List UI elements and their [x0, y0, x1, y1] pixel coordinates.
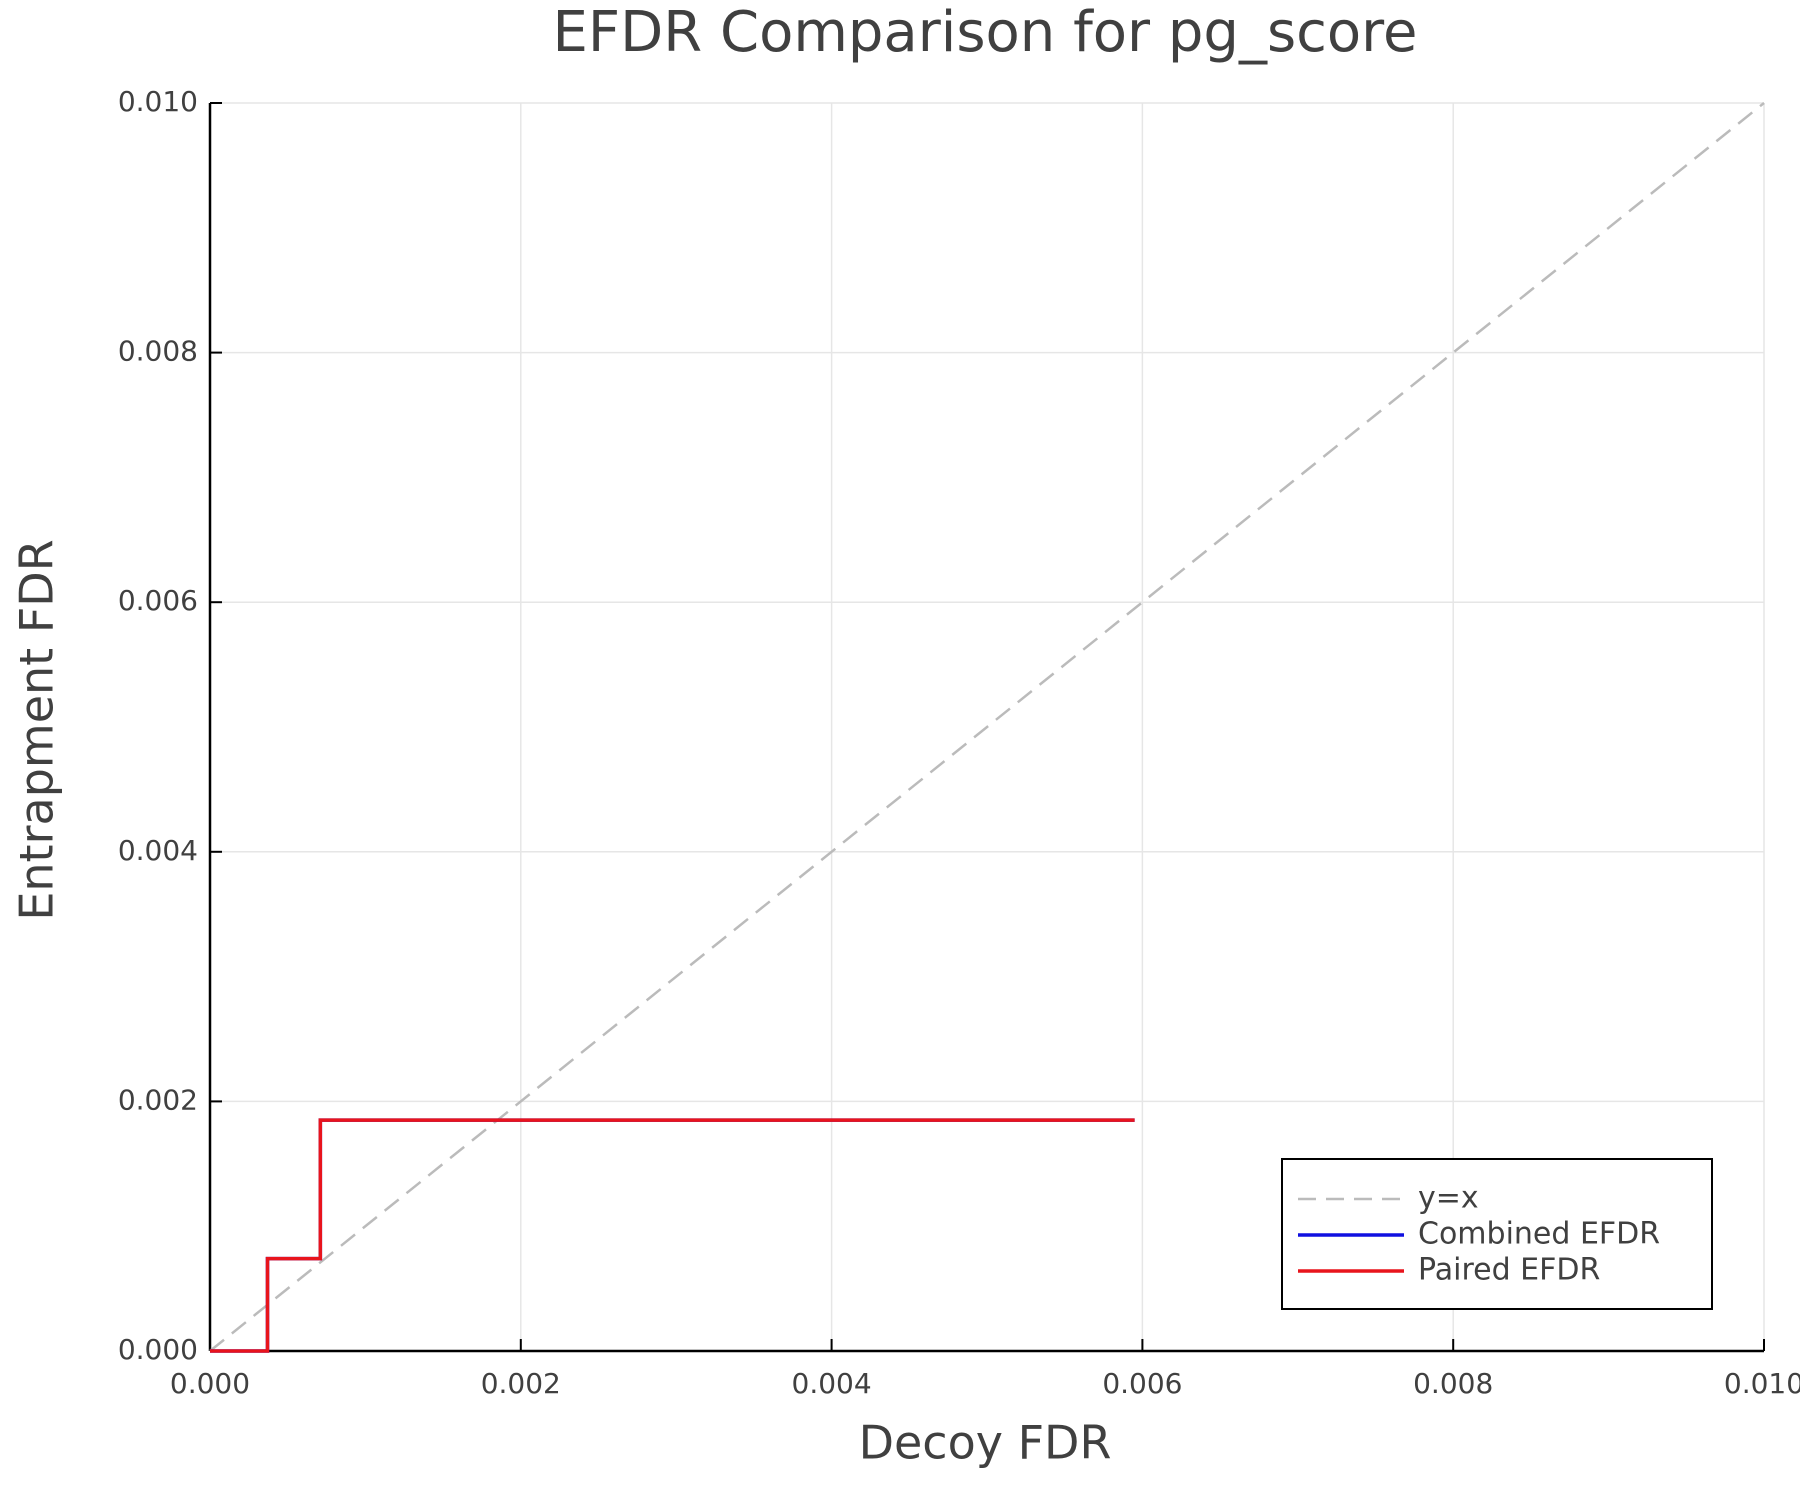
- x-axis-label: Decoy FDR: [859, 1416, 1112, 1470]
- x-tick-label: 0.010: [1724, 1367, 1800, 1400]
- y-axis-label: Entrapment FDR: [10, 539, 64, 920]
- y-tick-label: 0.002: [118, 1083, 198, 1116]
- series-line: [210, 1118, 1135, 1353]
- x-tick-label: 0.000: [170, 1367, 250, 1400]
- x-tick-label: 0.002: [481, 1367, 561, 1400]
- series-line: [209, 102, 1765, 1352]
- chart-title: EFDR Comparison for pg_score: [553, 0, 1418, 65]
- y-tick-label: 0.008: [118, 335, 198, 368]
- series-line: [210, 1118, 1135, 1353]
- legend-label: Combined EFDR: [1418, 1217, 1660, 1252]
- x-tick-label: 0.004: [792, 1367, 872, 1400]
- y-tick-label: 0.004: [118, 834, 198, 867]
- legend-label: y=x: [1418, 1181, 1479, 1216]
- y-tick-label: 0.000: [118, 1333, 198, 1366]
- y-tick-label: 0.010: [118, 85, 198, 118]
- x-tick-label: 0.008: [1413, 1367, 1493, 1400]
- x-tick-label: 0.006: [1102, 1367, 1182, 1400]
- legend-label: Paired EFDR: [1418, 1253, 1600, 1288]
- y-tick-label: 0.006: [118, 584, 198, 617]
